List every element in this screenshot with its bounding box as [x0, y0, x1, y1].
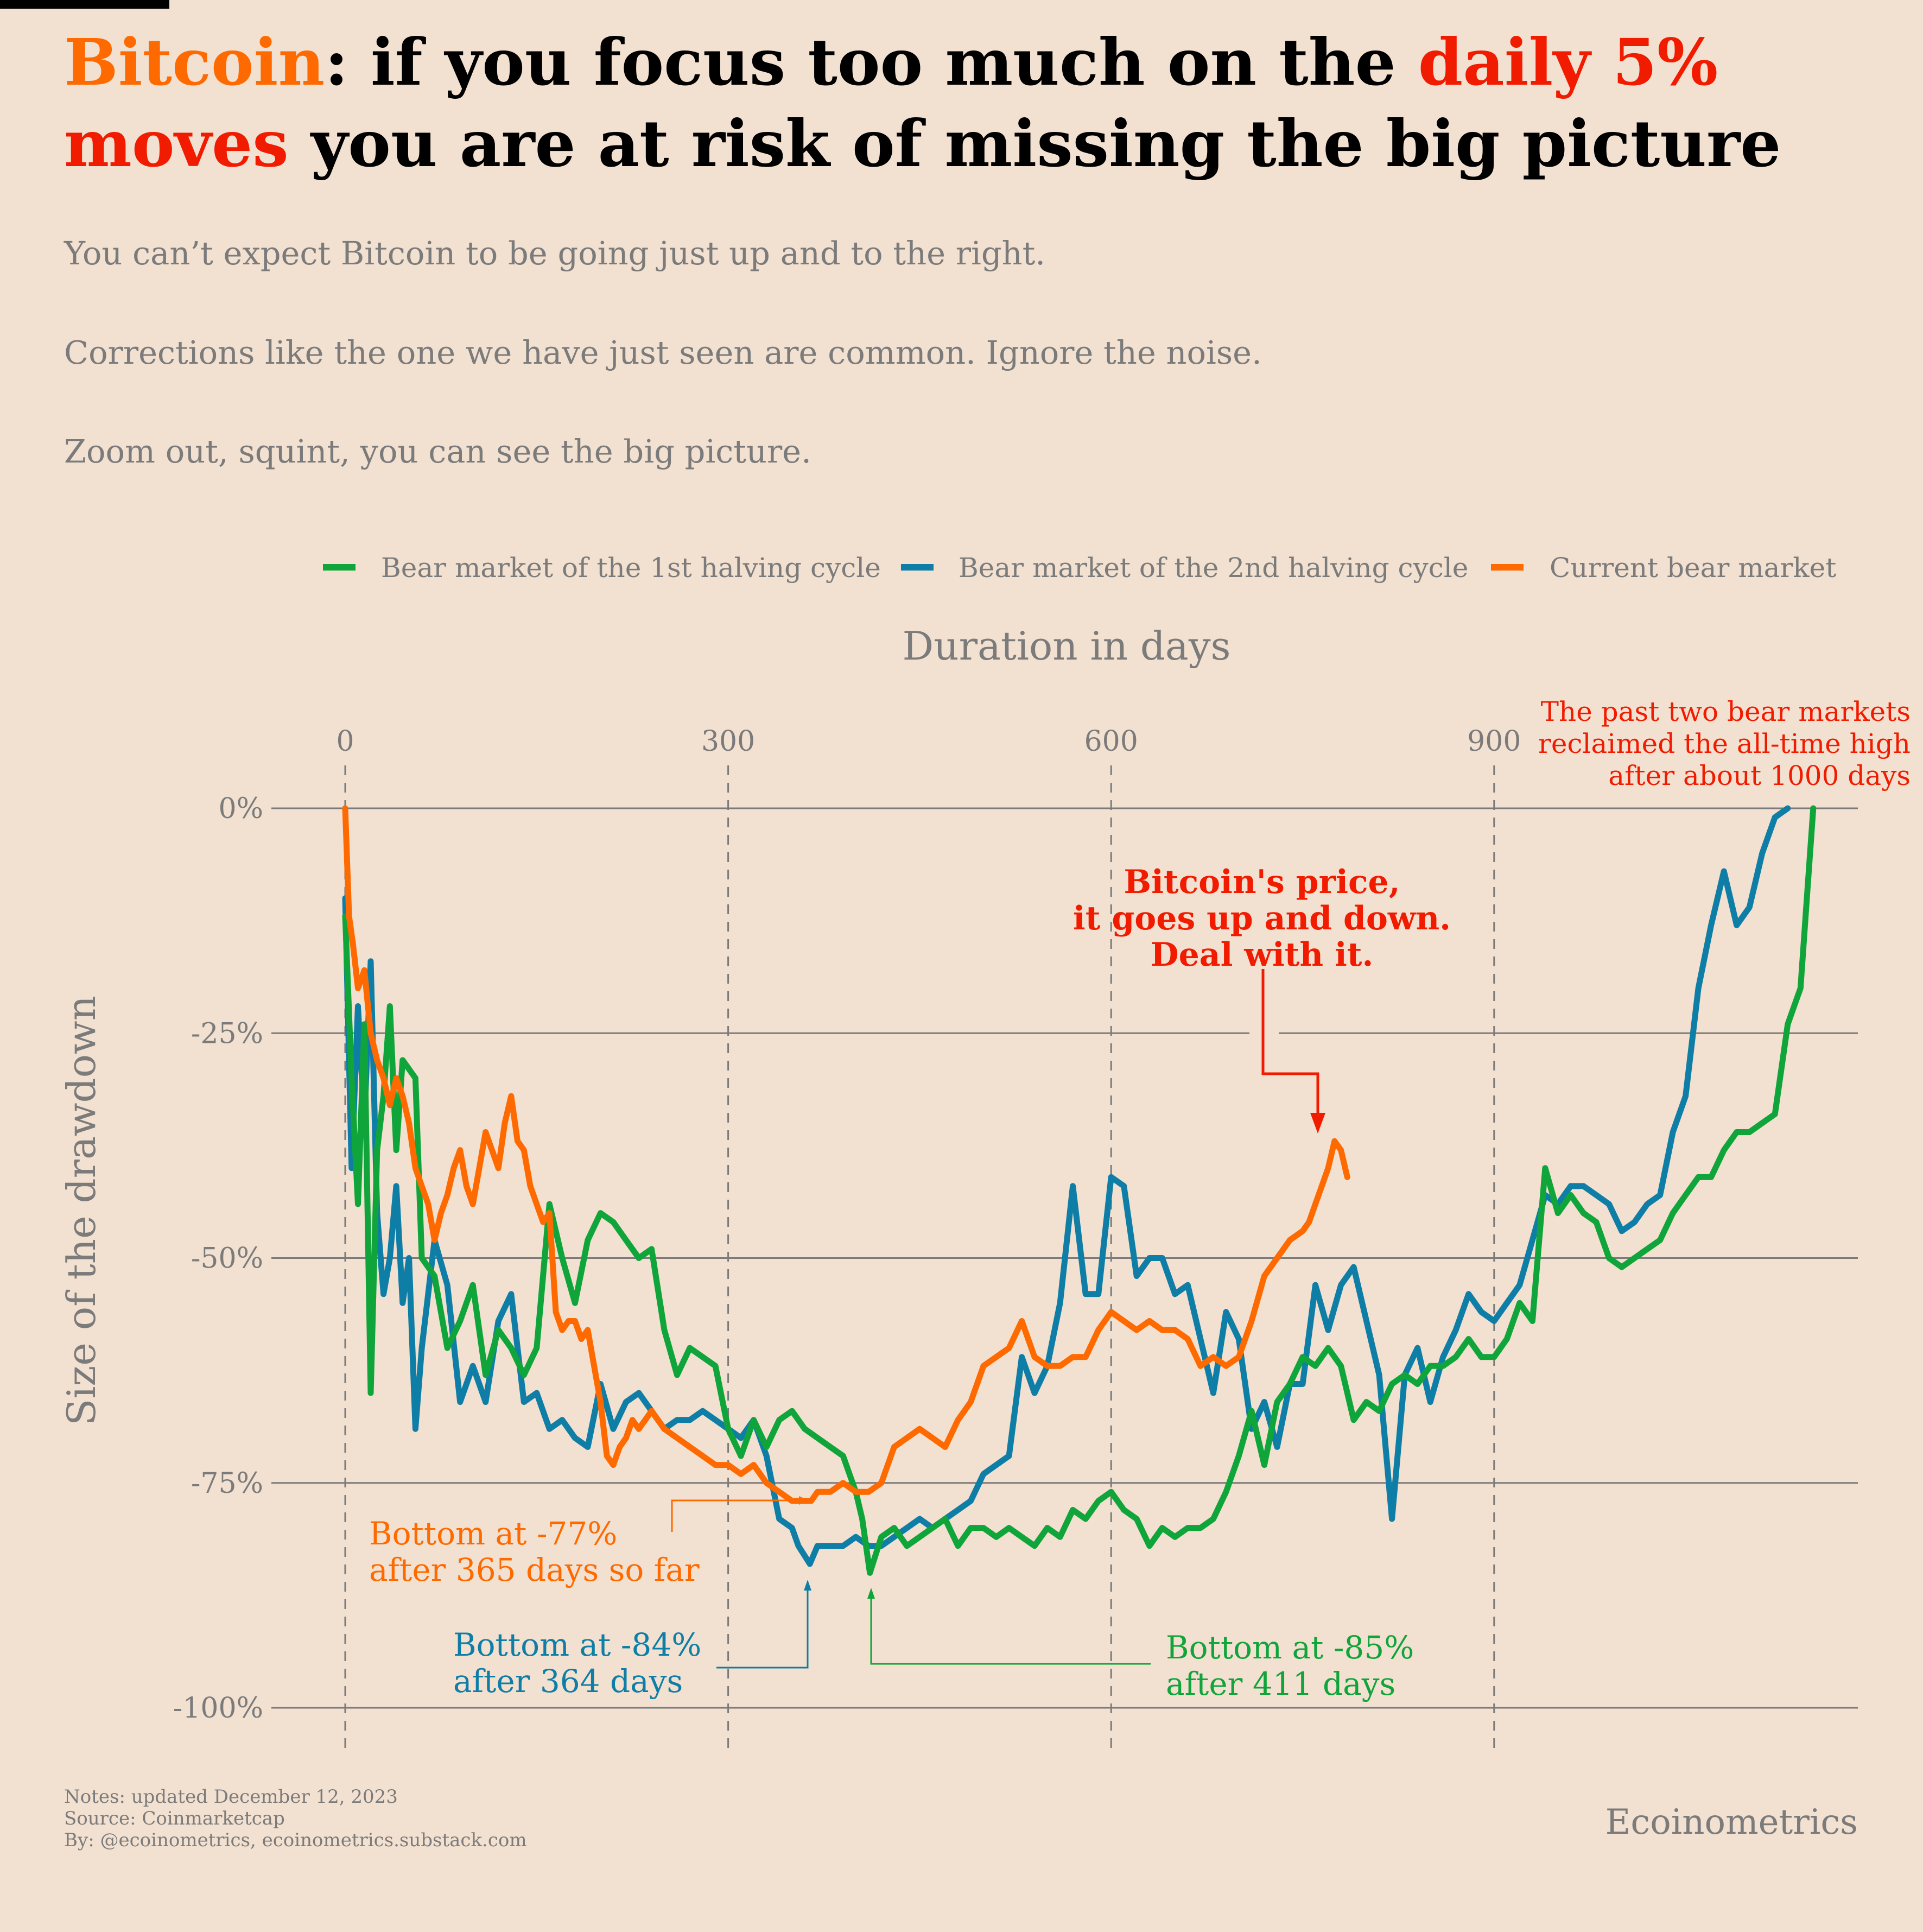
note-byline: By: @ecoinometrics, ecoinometrics.substa… [64, 1829, 527, 1851]
annotation-blue-arrowhead [804, 1580, 811, 1591]
annotation-orange-line-1: Bottom at -77% [369, 1515, 617, 1552]
legend-label-green: Bear market of the 1st halving cycle [381, 552, 881, 584]
annotation-main-line-1: Bitcoin's price, [1124, 863, 1400, 901]
title-text-2: you are at risk of missing the big pictu… [288, 106, 1781, 181]
title-text-1: : if you focus too much on the [325, 24, 1418, 100]
annotation-green-line-2: after 411 days [1166, 1665, 1395, 1702]
annotation-ath-line-2: reclaimed the all-time high [1538, 728, 1911, 759]
x-tick-label-300: 300 [701, 725, 755, 758]
y-tick-label-50: -50% [191, 1243, 263, 1275]
annotation-main-arrow [1261, 969, 1319, 1117]
y-tick-label-0: 0% [219, 793, 264, 825]
annotation-blue-line-1: Bottom at -84% [453, 1626, 701, 1663]
annotation-orange-line-2: after 365 days so far [369, 1551, 700, 1588]
x-axis-title: Duration in days [903, 623, 1231, 669]
annotation-blue-arrow [716, 1588, 809, 1669]
brand-logo-text: Ecoinometrics [1605, 1802, 1858, 1842]
y-tick-label-75: -75% [191, 1467, 263, 1500]
subtitle-line-3: Zoom out, squint, you can see the big pi… [64, 433, 811, 470]
annotation-green-arrowhead [867, 1588, 875, 1599]
annotation-main-line-2: it goes up and down. [1073, 900, 1451, 938]
legend: Bear market of the 1st halving cycle Bea… [323, 552, 1836, 584]
subtitle-line-1: You can’t expect Bitcoin to be going jus… [64, 235, 1046, 272]
annotation-ath-line-3: after about 1000 days [1608, 760, 1911, 791]
chart-title: Bitcoin: if you focus too much on the da… [64, 22, 1888, 185]
annotation-ath-line-1: The past two bear markets [1541, 696, 1911, 727]
y-tick-label-100: -100% [173, 1692, 263, 1725]
y-tick-label-25: -25% [191, 1017, 263, 1050]
x-tick-label-0: 0 [336, 725, 354, 758]
annotation-green-line-1: Bottom at -85% [1166, 1629, 1414, 1666]
legend-label-blue: Bear market of the 2nd halving cycle [959, 552, 1468, 584]
series-line-1st-halving [342, 805, 1817, 1576]
series-group [342, 805, 1817, 1576]
title-bitcoin: Bitcoin [64, 24, 325, 100]
top-accent-bar [0, 0, 169, 9]
subtitle-line-2: Corrections like the one we have just se… [64, 334, 1262, 371]
annotations: Bitcoin's price, it goes up and down. De… [369, 696, 1911, 1702]
series-line-current [342, 805, 1350, 1504]
annotation-blue-line-2: after 364 days [453, 1663, 683, 1700]
annotation-main-arrowhead [1310, 1113, 1325, 1133]
annotation-orange-arrow [671, 1499, 802, 1532]
x-tick-label-600: 600 [1084, 725, 1138, 758]
x-tick-label-900: 900 [1467, 725, 1521, 758]
annotation-main-line-3: Deal with it. [1151, 936, 1374, 974]
note-updated: Notes: updated December 12, 2023 [64, 1786, 398, 1808]
note-source: Source: Coinmarketcap [64, 1808, 285, 1829]
annotation-orange-arrowhead [799, 1496, 809, 1505]
y-axis-title: Size of the drawdown [59, 996, 104, 1426]
series-line-2nd-halving [342, 805, 1791, 1567]
title-highlight: daily 5% moves [64, 24, 1718, 181]
annotation-green-arrow [870, 1596, 1151, 1665]
legend-label-orange: Current bear market [1550, 552, 1836, 584]
